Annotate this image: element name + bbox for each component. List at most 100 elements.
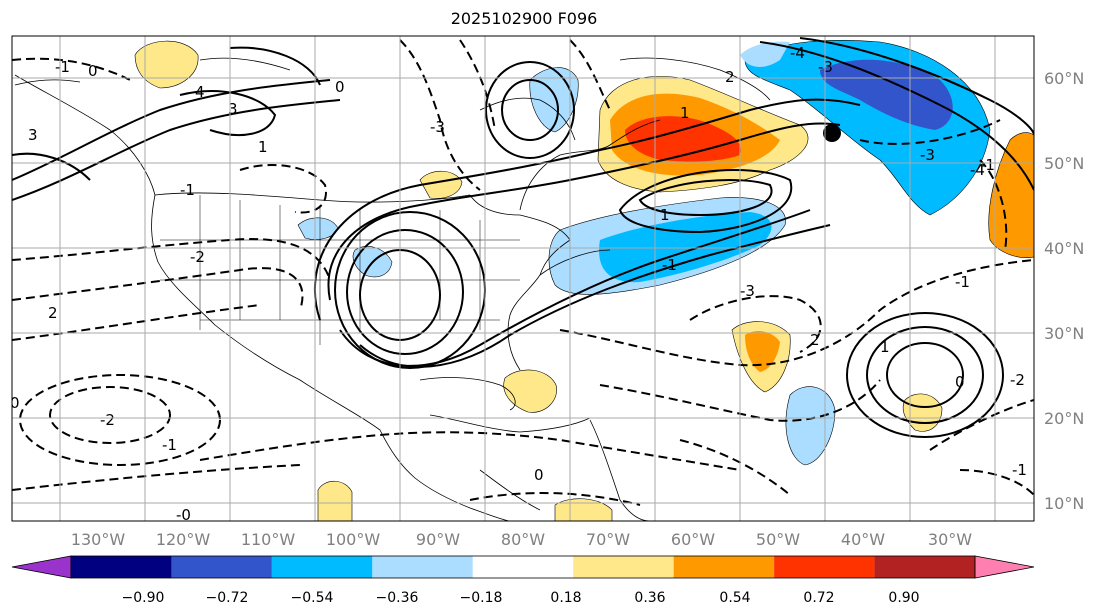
contour-label: -1	[980, 156, 995, 174]
dashed-contour-8	[689, 295, 822, 353]
contour-label: 1	[660, 206, 670, 224]
map-title: 2025102900 F096	[450, 9, 598, 28]
contour-alaska-1	[179, 90, 277, 136]
dashed-contour-19	[959, 469, 1034, 496]
colorbar-tick-label: −0.72	[206, 590, 249, 606]
colorbar-extend-low	[11, 555, 72, 579]
contour-alaska-2	[229, 46, 321, 86]
latitude-labels: 10°N 20°N 30°N 40°N 50°N 60°N	[1044, 69, 1084, 513]
contour-label: -2	[100, 411, 115, 429]
contour-canada-low	[638, 179, 773, 217]
contour-label: 0	[88, 62, 98, 80]
colorbar	[11, 555, 1035, 579]
dashed-contour-2	[12, 267, 304, 311]
map-frame	[11, 35, 1035, 522]
dashed-contour-13	[239, 164, 327, 214]
lat-label: 40°N	[1044, 239, 1084, 258]
contour-label: -1	[662, 256, 677, 274]
dashed-contour-17	[469, 492, 641, 506]
dashed-contour-pacific-low-2	[19, 374, 221, 466]
contour-label: -1	[1012, 461, 1027, 479]
contour-label: 2	[725, 68, 735, 86]
lon-label: 120°W	[156, 530, 211, 549]
lon-label: 130°W	[71, 530, 126, 549]
contour-low-2	[346, 229, 464, 355]
dashed-contour-1	[12, 238, 331, 281]
dashed-contour-10	[459, 39, 496, 131]
lon-label: 30°W	[928, 530, 972, 549]
marker-point	[823, 124, 841, 142]
contour-label: 4	[195, 83, 205, 101]
lat-label: 30°N	[1044, 324, 1084, 343]
colorbar-tick-label: −0.90	[122, 590, 165, 606]
contour-label: -4	[790, 44, 805, 62]
contour-north-2	[799, 37, 1034, 136]
lat-label: 20°N	[1044, 409, 1084, 428]
dashed-contour-15	[979, 159, 1008, 251]
map-panel: -1 0 4 3 3 1 -1 -2 -2 -1 0 -3 -4 -3 2 1 …	[10, 36, 1034, 521]
contour-jet-2	[12, 99, 341, 201]
lat-label: 60°N	[1044, 69, 1084, 88]
contour-label: 0	[335, 78, 345, 96]
dashed-contour-16	[859, 119, 1001, 145]
contour-high-atlantic-2	[866, 326, 984, 424]
lon-label: 100°W	[326, 530, 381, 549]
negative-anomaly-atlantic-north-inner	[740, 41, 790, 67]
contour-hudson-low-1	[501, 79, 559, 141]
lon-label: 70°W	[586, 530, 630, 549]
lon-label: 80°W	[501, 530, 545, 549]
lon-label: 90°W	[416, 530, 460, 549]
dashed-contour-3	[12, 304, 261, 341]
colorbar-tick-label: 0.36	[634, 590, 665, 606]
contour-high-atlantic-1	[886, 342, 964, 408]
contour-pacific-w	[12, 152, 91, 181]
dashed-contour-12	[12, 57, 131, 81]
colorbar-tick-label: 0.72	[803, 590, 834, 606]
colorbar-tick-labels: −0.90 −0.72 −0.54 −0.36 −0.18 0.18 0.36 …	[122, 590, 920, 606]
contour-label: 0	[955, 373, 965, 391]
lon-label: 50°W	[756, 530, 800, 549]
lon-label: 40°W	[841, 530, 885, 549]
positive-anomaly-pacific-south	[317, 480, 353, 521]
colorbar-segment	[71, 556, 172, 578]
contour-canada-low-2	[618, 169, 793, 234]
contour-label: 1	[680, 104, 690, 122]
contour-label: -3	[920, 146, 935, 164]
contour-high-atlantic-3	[846, 312, 1004, 438]
contour-label: 2	[810, 331, 820, 349]
positive-anomaly-quebec	[419, 170, 463, 199]
contour-label: 0	[534, 466, 544, 484]
colorbar-tick-label: −0.18	[460, 590, 503, 606]
colorbar-segment	[774, 556, 875, 578]
contour-jet-1	[12, 79, 331, 181]
contour-label: -1	[55, 58, 70, 76]
contour-label: -1	[162, 436, 177, 454]
contour-label: 0	[10, 394, 20, 412]
dashed-contour-4	[199, 431, 741, 471]
contour-label: 2	[48, 304, 58, 322]
contour-north-1	[759, 41, 1034, 191]
contour-label: -3	[740, 282, 755, 300]
contour-label: 1	[258, 138, 268, 156]
colorbar-segment	[573, 556, 674, 578]
lon-label: 60°W	[671, 530, 715, 549]
contour-label: -1	[955, 273, 970, 291]
contour-label: -2	[1010, 371, 1025, 389]
contour-low-5	[314, 98, 861, 321]
colorbar-tick-label: −0.36	[376, 590, 419, 606]
contour-label: -1	[180, 181, 195, 199]
dashed-contour-18	[679, 439, 791, 496]
colorbar-segment	[271, 556, 373, 578]
contour-jet-4	[359, 224, 831, 368]
colorbar-tick-label: 0.90	[888, 590, 919, 606]
dashed-contour-7	[599, 379, 881, 422]
lat-label: 10°N	[1044, 494, 1084, 513]
colorbar-segment	[673, 556, 775, 578]
lon-label: 110°W	[241, 530, 296, 549]
colorbar-extend-high	[974, 555, 1035, 579]
contour-label: 3	[228, 100, 238, 118]
contour-label: 1	[880, 338, 890, 356]
lat-label: 50°N	[1044, 154, 1084, 173]
colorbar-segment	[372, 556, 473, 578]
